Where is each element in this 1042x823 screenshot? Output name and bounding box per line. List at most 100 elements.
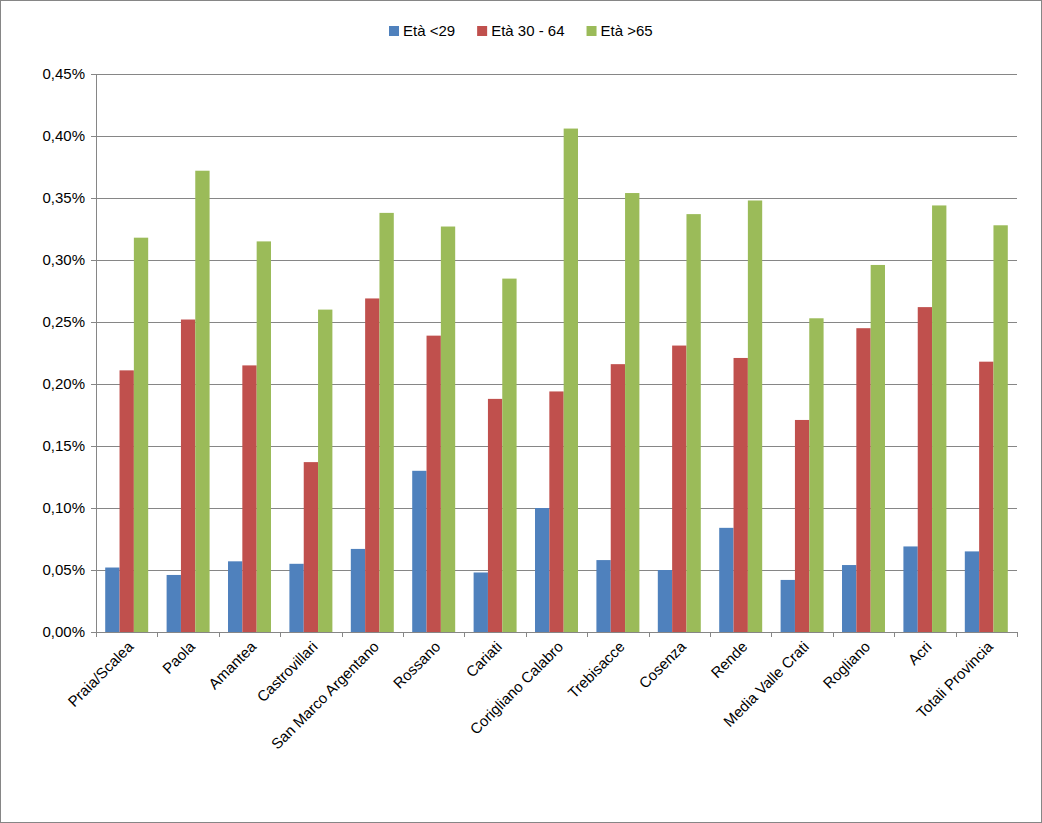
y-tick-mark xyxy=(91,260,96,261)
bar xyxy=(412,471,426,632)
x-separator xyxy=(833,632,834,637)
bar xyxy=(932,205,946,632)
y-tick-label: 0,45% xyxy=(42,65,85,82)
bar xyxy=(979,362,993,632)
x-tick: Acri xyxy=(904,632,934,668)
y-tick: 0,35% xyxy=(42,189,96,206)
x-separator xyxy=(219,632,220,637)
x-tick: Paola xyxy=(159,632,199,677)
y-tick-mark xyxy=(91,198,96,199)
bar xyxy=(257,241,271,632)
legend: Età <29Età 30 - 64Età >65 xyxy=(389,22,653,39)
grid-line xyxy=(96,136,1017,137)
x-tick-label: Cosenza xyxy=(635,637,689,691)
x-separator xyxy=(342,632,343,637)
bar xyxy=(318,310,332,632)
bar xyxy=(549,391,563,632)
bar xyxy=(365,298,379,632)
bar xyxy=(105,568,119,632)
bar xyxy=(427,336,441,632)
series-bars xyxy=(134,129,1008,632)
series-bars xyxy=(105,471,979,632)
x-tick-label: Media Valle Crati xyxy=(720,638,812,730)
bar xyxy=(502,279,516,632)
x-tick-label: Corigliano Calabro xyxy=(466,638,566,738)
bar xyxy=(672,346,686,632)
y-tick: 0,40% xyxy=(42,127,96,144)
bar xyxy=(120,370,134,632)
x-tick-label: Praia/Scalea xyxy=(64,637,137,710)
x-tick-label: Rende xyxy=(707,638,750,681)
legend-item: Età <29 xyxy=(389,22,455,39)
y-tick: 0,25% xyxy=(42,313,96,330)
bar xyxy=(535,508,549,632)
x-separator xyxy=(649,632,650,637)
bar xyxy=(351,549,365,632)
x-separator xyxy=(280,632,281,637)
bar xyxy=(795,420,809,632)
y-tick: 0,05% xyxy=(42,561,96,578)
bar xyxy=(734,358,748,632)
bar xyxy=(842,565,856,632)
bar xyxy=(195,171,209,632)
bar xyxy=(965,551,979,632)
x-separator xyxy=(1017,632,1018,637)
x-tick: Rende xyxy=(707,632,750,681)
x-tick-label: Totali Provincia xyxy=(913,637,997,721)
bar xyxy=(856,328,870,632)
x-tick: Praia/Scalea xyxy=(64,632,137,710)
y-tick-mark xyxy=(91,136,96,137)
grid-line xyxy=(96,198,1017,199)
legend-swatch xyxy=(389,26,399,36)
y-tick-mark xyxy=(91,446,96,447)
x-tick: Cariati xyxy=(462,632,505,680)
bar xyxy=(474,572,488,632)
x-tick-label: Cariati xyxy=(462,638,505,681)
bar xyxy=(993,225,1007,632)
x-tick-label: San Marco Argentano xyxy=(268,638,383,753)
chart-border xyxy=(1,1,1042,823)
y-tick-label: 0,00% xyxy=(42,623,85,640)
x-axis-line xyxy=(97,632,1018,633)
y-tick: 0,45% xyxy=(42,65,96,82)
y-tick-mark xyxy=(91,508,96,509)
y-tick-label: 0,20% xyxy=(42,375,85,392)
y-tick: 0,15% xyxy=(42,437,96,454)
y-tick: 0,30% xyxy=(42,251,96,268)
y-tick-label: 0,25% xyxy=(42,313,85,330)
y-tick-label: 0,30% xyxy=(42,251,85,268)
bar xyxy=(304,462,318,632)
y-tick-mark xyxy=(91,322,96,323)
x-separator xyxy=(157,632,158,637)
legend-item: Età 30 - 64 xyxy=(477,22,564,39)
x-separator xyxy=(956,632,957,637)
y-tick: 0,20% xyxy=(42,375,96,392)
x-separators xyxy=(97,632,1018,637)
legend-label: Età <29 xyxy=(403,22,455,39)
x-separator xyxy=(526,632,527,637)
y-tick-label: 0,40% xyxy=(42,127,85,144)
bar xyxy=(719,528,733,632)
bar xyxy=(625,193,639,632)
x-tick-label: Paola xyxy=(159,637,199,677)
bar xyxy=(918,307,932,632)
x-tick-label: Rogliano xyxy=(819,638,873,692)
x-tick-label: Rossano xyxy=(390,638,444,692)
bars xyxy=(105,129,1008,632)
x-tick: Totali Provincia xyxy=(913,632,997,721)
grid-line xyxy=(96,632,1017,633)
bar xyxy=(289,564,303,632)
bar xyxy=(658,570,672,632)
bar xyxy=(228,561,242,632)
x-separator xyxy=(403,632,404,637)
bar xyxy=(903,546,917,632)
bar xyxy=(686,214,700,632)
y-tick-mark xyxy=(91,384,96,385)
y-tick-mark xyxy=(91,632,96,633)
x-tick: Media Valle Crati xyxy=(720,632,812,730)
y-tick-mark xyxy=(91,74,96,75)
y-axis: 0,00%0,05%0,10%0,15%0,20%0,25%0,30%0,35%… xyxy=(42,65,96,640)
legend-swatch xyxy=(587,26,597,36)
bar xyxy=(871,265,885,632)
grid-line xyxy=(96,260,1017,261)
